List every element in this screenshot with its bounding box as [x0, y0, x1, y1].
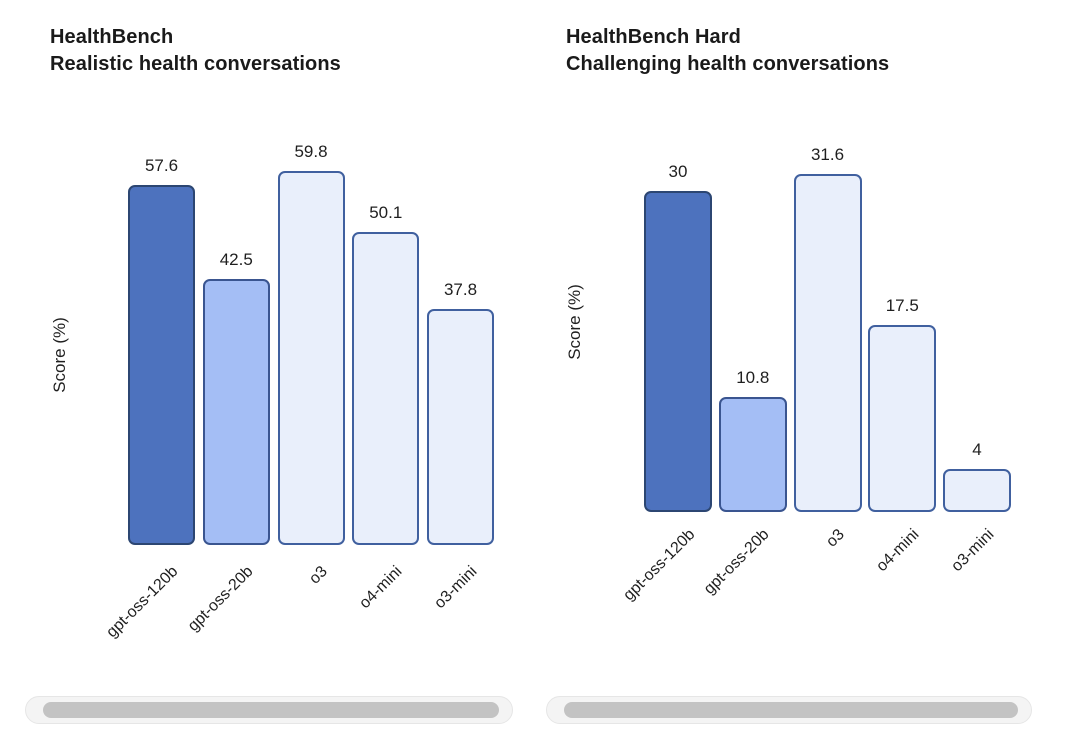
bar-value-label: 37.8 — [443, 280, 478, 299]
x-tick-label: o3 — [822, 526, 848, 551]
bar-o3-mini — [943, 469, 1011, 512]
x-tick-label: o3-mini — [431, 563, 481, 613]
x-tick-label: gpt-oss-20b — [184, 563, 257, 635]
x-tick-label: gpt-oss-120b — [103, 563, 182, 642]
bar-value-label: 4 — [972, 440, 982, 459]
scrollbar-track[interactable] — [25, 696, 513, 724]
chart-title: HealthBench — [50, 26, 174, 48]
bar-o3 — [277, 171, 345, 545]
x-tick-label: o4-mini — [873, 526, 923, 576]
bar-value-label: 10.8 — [736, 368, 770, 387]
chart-title: HealthBench Hard — [566, 26, 741, 48]
chart-panel-healthbench-hard: HealthBench Hard Challenging health conv… — [546, 0, 1032, 738]
x-tick-label: o3 — [306, 563, 332, 588]
bar-gpt-oss-120b — [644, 191, 712, 512]
bar-o4-mini — [352, 232, 420, 545]
chart-title-block: HealthBench Realistic health conversatio… — [50, 24, 341, 78]
bar-gpt-oss-20b — [718, 397, 787, 512]
plot-area: 57.6 gpt-oss-120b 42.5 gpt-oss-20b 59.8 o3 50.… — [25, 0, 513, 738]
scrollbar-thumb[interactable] — [564, 702, 1018, 718]
bar-gpt-oss-20b — [202, 279, 270, 545]
scrollbar-thumb[interactable] — [43, 702, 499, 718]
chart-title-block: HealthBench Hard Challenging health conv… — [566, 24, 889, 78]
x-tick-label: gpt-oss-120b — [619, 526, 699, 605]
x-tick-label: o3-mini — [947, 526, 998, 576]
bar-value-label: 50.1 — [369, 203, 403, 222]
plot-area: 30 gpt-oss-120b 10.8 gpt-oss-20b 31.6 o3 17.5 o… — [546, 0, 1032, 738]
bar-value-label: 30 — [668, 162, 688, 181]
bar-value-label: 57.6 — [144, 156, 179, 175]
bar-value-label: 31.6 — [810, 145, 845, 164]
bar-value-label: 42.5 — [219, 250, 253, 269]
x-tick-label: o4-mini — [356, 563, 406, 613]
bar-o3 — [793, 174, 862, 512]
bar-value-label: 17.5 — [885, 296, 919, 315]
chart-subtitle: Challenging health conversations — [566, 53, 890, 75]
chart-panel-healthbench: HealthBench Realistic health conversatio… — [25, 0, 513, 738]
bar-value-label: 59.8 — [294, 142, 328, 161]
scrollbar-track[interactable] — [546, 696, 1032, 724]
bar-o3-mini — [427, 309, 494, 545]
bar-o4-mini — [868, 325, 937, 512]
chart-subtitle: Realistic health conversations — [50, 53, 341, 75]
bar-gpt-oss-120b — [128, 185, 195, 545]
x-tick-label: gpt-oss-20b — [700, 526, 773, 598]
